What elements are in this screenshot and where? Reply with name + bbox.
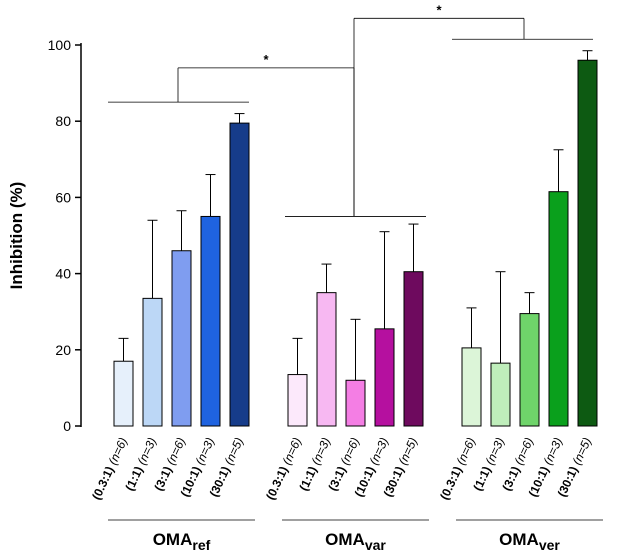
bar — [461, 347, 482, 427]
n-label: (n=5) — [568, 435, 594, 470]
n-label: (n=5) — [394, 435, 420, 470]
bar — [229, 122, 250, 427]
n-label: (n=6) — [510, 435, 536, 470]
significance-brackets: ** — [108, 2, 593, 217]
y-tick-label: 40 — [55, 266, 71, 282]
bar — [200, 215, 221, 427]
ratio-label: (0.3:1) — [437, 464, 465, 502]
n-label: (n=6) — [336, 435, 362, 470]
group-label-subscript: ver — [539, 537, 561, 553]
group-label-subscript: ref — [192, 537, 210, 553]
n-label: (n=6) — [278, 435, 304, 470]
category-label: (0.3:1) (n=6) — [437, 435, 478, 502]
ratio-label: (10:1) — [178, 464, 204, 499]
group-label-main: OMA — [325, 530, 365, 549]
group-label-main: OMA — [153, 530, 193, 549]
ratio-label: (0.3:1) — [263, 464, 291, 502]
group-label-subscript: var — [365, 537, 387, 553]
n-label: (n=6) — [162, 435, 188, 470]
n-label: (n=3) — [133, 435, 159, 470]
ratio-label: (0.3:1) — [89, 464, 117, 502]
y-tick-label: 20 — [55, 342, 71, 358]
bar — [374, 328, 395, 427]
bars — [113, 50, 598, 427]
bar — [519, 313, 540, 427]
n-label: (n=3) — [365, 435, 391, 470]
y-axis-label: Inhibition (%) — [7, 182, 26, 290]
n-label: (n=5) — [220, 435, 246, 470]
axes: 0 20 40 60 80 100 Inhibition (%) — [7, 37, 82, 434]
n-label: (n=3) — [481, 435, 507, 470]
bar — [577, 59, 598, 427]
group-label: OMAref — [153, 530, 211, 553]
n-label: (n=6) — [104, 435, 130, 470]
n-label: (n=3) — [191, 435, 217, 470]
bar — [171, 250, 192, 427]
y-tick-label: 0 — [63, 418, 71, 434]
n-label: (n=3) — [539, 435, 565, 470]
ratio-label: (30:1) — [207, 464, 233, 499]
category-label: (0.3:1) (n=6) — [263, 435, 304, 502]
y-tick-label: 100 — [48, 37, 72, 53]
bar — [113, 360, 134, 427]
bar — [142, 297, 163, 427]
n-label: (n=3) — [307, 435, 333, 470]
ratio-label: (10:1) — [526, 464, 552, 499]
significance-marker: * — [436, 2, 442, 17]
group-label: OMAver — [499, 530, 560, 553]
n-label: (n=6) — [452, 435, 478, 470]
bar — [345, 379, 366, 427]
ratio-label: (30:1) — [381, 464, 407, 499]
bar — [548, 191, 569, 427]
group-label-main: OMA — [499, 530, 539, 549]
bar — [316, 292, 337, 427]
ratio-label: (30:1) — [555, 464, 581, 499]
ratio-label: (10:1) — [352, 464, 378, 499]
category-label: (0.3:1) (n=6) — [89, 435, 130, 502]
category-labels: (0.3:1) (n=6)(1:1) (n=3)(3:1) (n=6)(10:1… — [89, 435, 603, 553]
group-label: OMAvar — [325, 530, 386, 553]
bar — [490, 362, 511, 427]
y-tick-label: 80 — [55, 113, 71, 129]
bar — [287, 374, 308, 427]
y-tick-label: 60 — [55, 189, 71, 205]
significance-marker: * — [263, 52, 269, 67]
bar — [403, 271, 424, 427]
